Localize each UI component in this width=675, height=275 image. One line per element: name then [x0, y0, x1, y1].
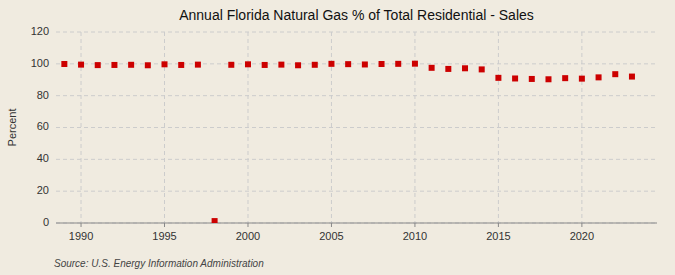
point	[162, 61, 168, 67]
x-grid-line	[164, 32, 165, 223]
point	[61, 61, 67, 67]
point	[195, 62, 201, 68]
point	[128, 62, 134, 68]
point	[362, 61, 368, 67]
x-grid-line	[81, 32, 82, 223]
x-tick-label: 2015	[486, 230, 510, 242]
x-tick	[331, 223, 332, 227]
point	[178, 62, 184, 68]
y-grid-line	[56, 32, 657, 33]
y-tick-label: 40	[37, 152, 49, 164]
point	[395, 61, 401, 67]
point	[78, 62, 84, 68]
point	[95, 62, 101, 68]
point	[495, 75, 501, 81]
y-tick-label: 120	[31, 25, 49, 37]
x-tick-label: 2020	[570, 230, 594, 242]
point	[479, 66, 485, 72]
point	[545, 76, 551, 82]
x-grid-line	[414, 32, 415, 223]
x-grid-line	[331, 32, 332, 223]
points	[61, 61, 635, 223]
point	[462, 65, 468, 71]
point	[228, 62, 234, 68]
point	[245, 61, 251, 67]
point	[629, 74, 635, 80]
background	[0, 0, 675, 275]
point	[145, 62, 151, 68]
x-grid-line	[498, 32, 499, 223]
x-tick	[498, 223, 499, 227]
point	[212, 218, 218, 223]
y-grid-line	[56, 223, 657, 224]
x-grid-line	[581, 32, 582, 223]
y-tick-label: 0	[43, 216, 49, 228]
y-grid-line	[56, 159, 657, 160]
x-tick-label: 2010	[403, 230, 427, 242]
point	[612, 71, 618, 77]
point	[512, 75, 518, 81]
y-grid-line	[56, 95, 657, 96]
x-tick	[581, 223, 582, 227]
y-tick-label: 100	[31, 57, 49, 69]
axes: 0 20 40 60 80 100 120 1990 1995 2000 2005 2010 2015 2…	[31, 25, 657, 242]
point	[278, 62, 284, 68]
y-tick-label: 80	[37, 89, 49, 101]
point	[412, 61, 418, 67]
y-axis-label: Percent	[6, 109, 18, 147]
x-tick-label: 2005	[319, 230, 343, 242]
point	[111, 62, 117, 68]
point	[429, 65, 435, 71]
point	[579, 76, 585, 82]
x-tick	[81, 223, 82, 227]
point	[529, 76, 535, 82]
point	[445, 66, 451, 72]
x-tick-label: 2000	[236, 230, 260, 242]
x-tick-label: 1995	[152, 230, 176, 242]
x-grid-line	[247, 32, 248, 223]
y-grid-line	[56, 127, 657, 128]
chart-svg: 0 20 40 60 80 100 120 1990 1995 2000 2005 2010 2015 2…	[0, 0, 675, 275]
point	[562, 75, 568, 81]
point	[596, 74, 602, 80]
point	[345, 61, 351, 67]
point	[262, 62, 268, 68]
source-note: Source: U.S. Energy Information Administ…	[54, 258, 264, 269]
point	[328, 61, 334, 67]
y-grid-line	[56, 191, 657, 192]
x-tick	[247, 223, 248, 227]
chart-container: 0 20 40 60 80 100 120 1990 1995 2000 2005 2010 2015 2…	[0, 0, 675, 275]
x-axis-line	[56, 223, 657, 224]
x-tick-label: 1990	[69, 230, 93, 242]
point	[295, 62, 301, 68]
title: Annual Florida Natural Gas % of Total Re…	[179, 7, 534, 23]
x-tick	[164, 223, 165, 227]
x-tick	[414, 223, 415, 227]
y-tick-label: 20	[37, 184, 49, 196]
point	[379, 61, 385, 67]
point	[312, 62, 318, 68]
grid	[56, 32, 657, 223]
y-tick-label: 60	[37, 120, 49, 132]
